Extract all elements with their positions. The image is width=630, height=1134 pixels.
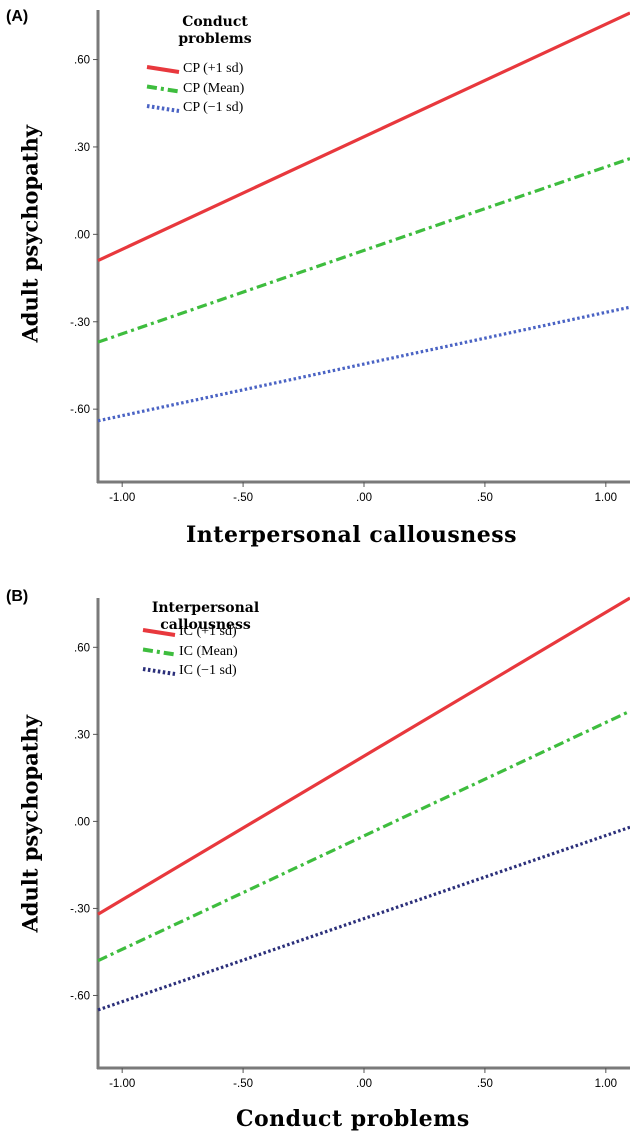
x-tick-label: .50 (477, 1078, 493, 1090)
legend-swatch-1 (142, 628, 176, 637)
y-tick-label: .00 (74, 816, 90, 828)
y-tick-label: .30 (74, 142, 90, 154)
y-tick-label: .00 (74, 229, 90, 241)
plot-area: .60 .30 .00 -.30 -.60 -1.00 -.50 .00 .50 1.00 (70, 10, 630, 504)
y-tick-label: -.60 (70, 990, 90, 1002)
x-tick-label: -.50 (233, 1078, 253, 1090)
panel-label: (A) (6, 8, 29, 25)
x-tick-label: .00 (356, 492, 372, 504)
legend-item-label: IC (−1 sd) (179, 663, 237, 678)
x-tick-label: 1.00 (595, 1078, 617, 1090)
y-tick-label: -.30 (70, 903, 90, 915)
x-tick-label: -1.00 (109, 492, 135, 504)
panel-label: (B) (6, 588, 29, 605)
series-line-2 (97, 709, 630, 963)
x-tick-label: -.50 (233, 492, 253, 504)
legend-item-label: IC (+1 sd) (179, 624, 237, 639)
y-tick-label: -.30 (70, 317, 90, 329)
y-tick-label: .60 (74, 642, 90, 654)
legend-item-label: IC (Mean) (179, 643, 238, 659)
legend-title: Interpersonal callousness (151, 600, 260, 633)
legend-swatch-2 (146, 84, 180, 94)
legend-swatch-3 (142, 667, 176, 676)
x-tick-label: .50 (477, 492, 493, 504)
legend-swatch-1 (146, 65, 180, 74)
x-axis-label: Conduct problems (236, 1106, 470, 1132)
series-line-2 (97, 157, 630, 344)
chart-panel-b: (B) Adult psychopathy Conduct problems .… (0, 580, 630, 1134)
x-tick-label: .00 (356, 1078, 372, 1090)
y-tick-label: .30 (74, 729, 90, 741)
legend-item-label: CP (+1 sd) (183, 61, 244, 76)
legend-swatch-3 (146, 104, 180, 113)
series-line-1 (97, 11, 630, 263)
x-tick-label: 1.00 (595, 492, 617, 504)
legend-swatch-2 (142, 647, 176, 657)
legend-item-label: CP (−1 sd) (183, 100, 244, 115)
y-tick-label: -.60 (70, 404, 90, 416)
series-line-3 (97, 305, 630, 423)
series-line-3 (97, 825, 630, 1012)
legend-title: Conduct problems (178, 14, 252, 47)
plot-area: .60 .30 .00 -.30 -.60 -1.00 -.50 .00 .50 1.00 (70, 596, 630, 1090)
y-tick-label: .60 (74, 55, 90, 67)
x-axis-label: Interpersonal callousness (186, 522, 518, 548)
x-tick-label: -1.00 (109, 1078, 135, 1090)
chart-panel-a: (A) Adult psychopathy Interpersonal call… (0, 0, 630, 560)
legend-item-label: CP (Mean) (183, 80, 245, 96)
series-line-1 (97, 596, 630, 916)
